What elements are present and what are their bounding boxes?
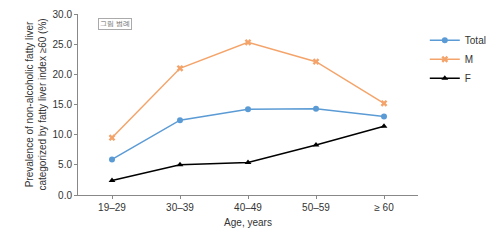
svg-text:그림 범례: 그림 범례 (100, 20, 130, 28)
svg-text:40–49: 40–49 (234, 202, 262, 213)
svg-text:≥ 60: ≥ 60 (374, 202, 394, 213)
svg-text:5.0: 5.0 (58, 159, 72, 170)
svg-text:Total: Total (465, 35, 486, 46)
svg-text:Age, years: Age, years (224, 217, 272, 228)
svg-text:F: F (465, 73, 471, 84)
svg-text:50–59: 50–59 (302, 202, 330, 213)
svg-text:19–29: 19–29 (98, 202, 126, 213)
svg-text:25.0: 25.0 (53, 39, 73, 50)
svg-text:Prevalence of non-alcoholic fa: Prevalence of non-alcoholic fatty liverc… (24, 18, 48, 190)
svg-text:M: M (465, 54, 473, 65)
svg-text:0.0: 0.0 (58, 190, 72, 201)
svg-text:30.0: 30.0 (53, 9, 73, 20)
svg-text:10.0: 10.0 (53, 129, 73, 140)
svg-text:20.0: 20.0 (53, 69, 73, 80)
svg-text:30–39: 30–39 (166, 202, 194, 213)
svg-text:15.0: 15.0 (53, 99, 73, 110)
